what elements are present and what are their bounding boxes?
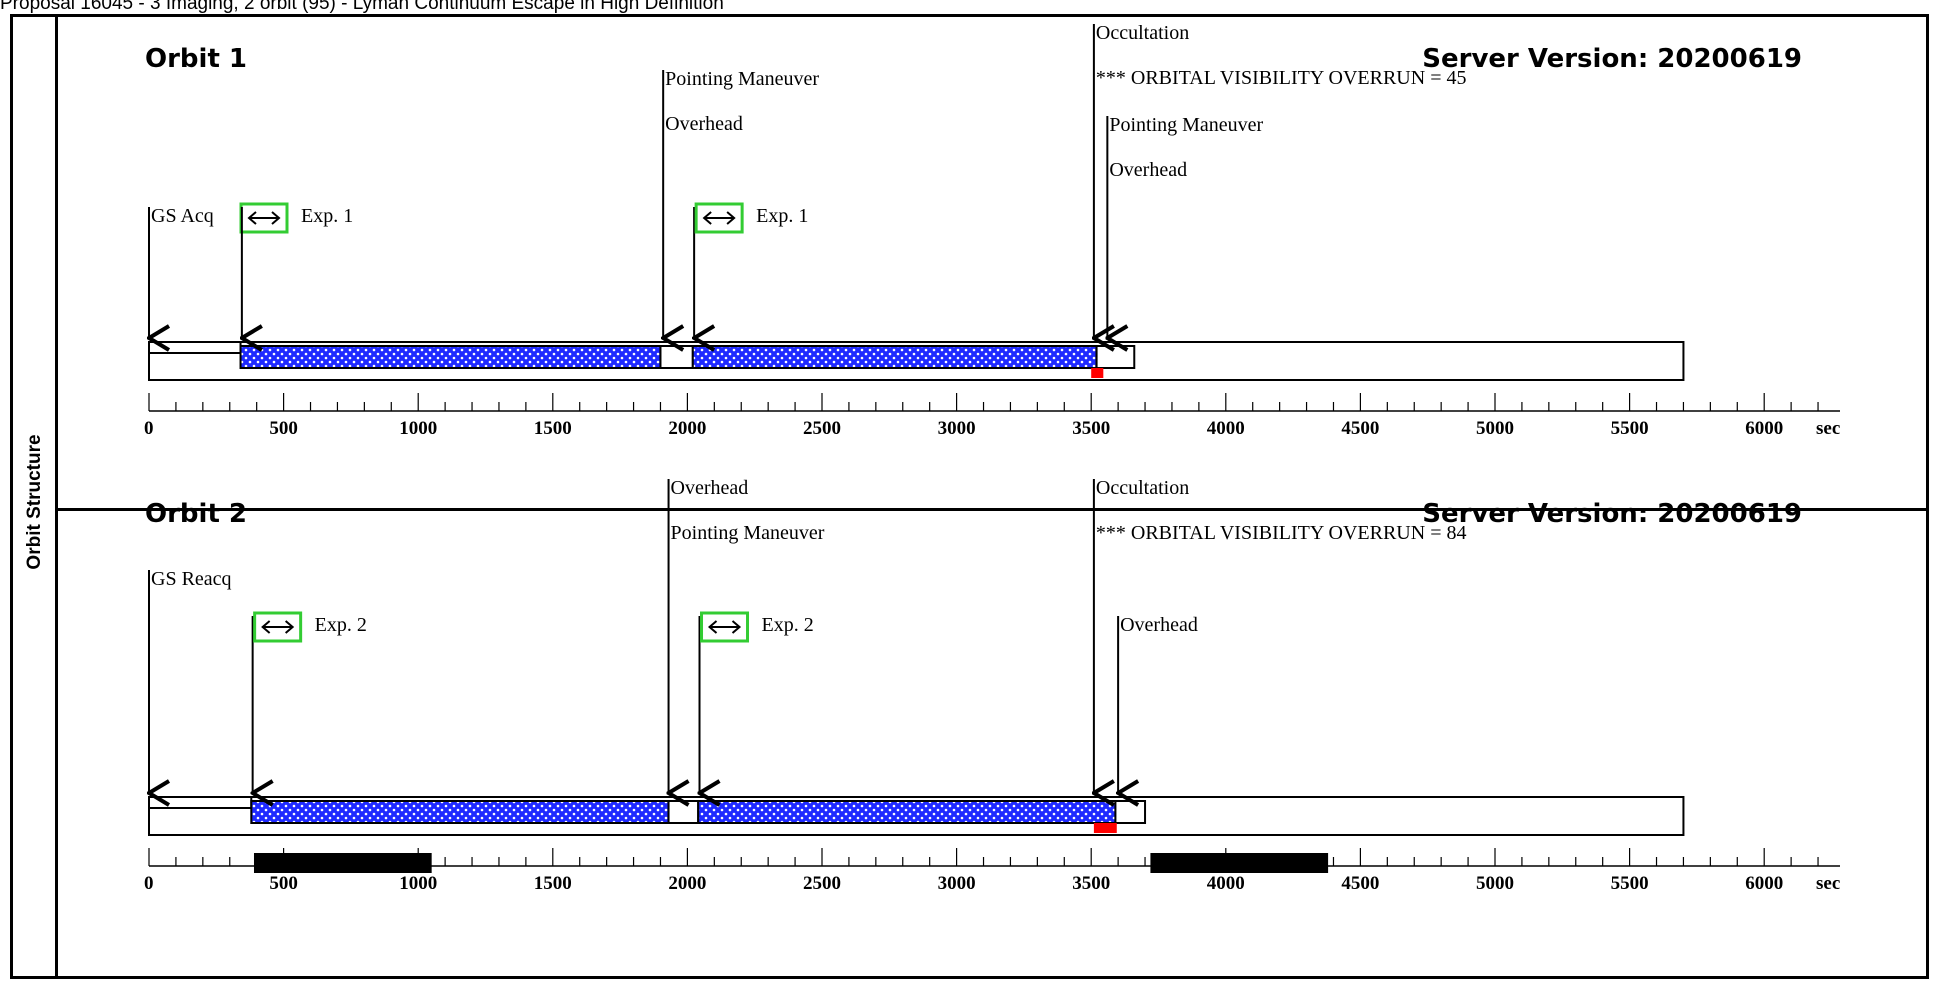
orbit-divider [58, 508, 1926, 511]
orbit-1-exposure-icon [239, 202, 289, 234]
orbit-structure-panel: Orbit Structure [10, 14, 1929, 979]
orbit-2-axis-unit: sec [1816, 873, 1840, 894]
orbit-2-black-bar [1150, 853, 1329, 873]
orbit-2-tick-label: 1000 [399, 873, 437, 894]
orbit-1-overrun-marker [1091, 368, 1104, 378]
orbit-1-axis-unit: sec [1816, 418, 1840, 439]
orbit-2-overrun-marker [1093, 823, 1117, 833]
orbit-2-tick-label: 2000 [668, 873, 706, 894]
orbit-1-tick-label: 3000 [938, 418, 976, 439]
orbit-1-tick-label: 1500 [534, 418, 572, 439]
orbit-2-segment-exposure [697, 800, 1117, 824]
orbit-1-exposure-icon-left-head [702, 211, 712, 225]
orbit-1-segment-exposure [239, 345, 662, 369]
orbit-1-event-label: GS Acq [151, 205, 214, 227]
orbit-1-tick-label: 6000 [1745, 418, 1783, 439]
orbit-2-tick-label: 4000 [1207, 873, 1245, 894]
orbit-1-exposure-label: Exp. 1 [756, 205, 808, 227]
orbit-1-tick-label: 4000 [1207, 418, 1245, 439]
orbit-2-event-label: Overhead [671, 477, 749, 499]
orbit-2-exposure-icon-left-head [261, 620, 271, 634]
orbit-1-tick-label: 1000 [399, 418, 437, 439]
orbit-1-tick-label: 5500 [1611, 418, 1649, 439]
orbit-2-segment-exposure [250, 800, 670, 824]
orbit-1-event-label: Overhead [665, 113, 743, 135]
orbit-1-event-label: *** ORBITAL VISIBILITY OVERRUN = 45 [1096, 67, 1467, 89]
orbit-2-event-label: Overhead [1120, 614, 1198, 636]
orbit-1-event-label: Pointing Maneuver [665, 68, 819, 90]
orbit-1-exposure-label: Exp. 1 [301, 205, 353, 227]
orbit-2-tick-label: 1500 [534, 873, 572, 894]
orbit-2-tick-label: 3500 [1072, 873, 1110, 894]
orbit-2-event-label: GS Reacq [151, 568, 232, 590]
orbit-1-event-label: Overhead [1109, 159, 1187, 181]
orbit-2-exposure-icon-left-head [707, 620, 718, 634]
orbit-2-exposure-icon [253, 611, 303, 643]
orbit-2-server-version: Server Version: 20200619 [1422, 499, 1802, 529]
orbit-1-title: Orbit 1 [145, 44, 247, 74]
orbit-1-exposure-icon-right-head [726, 211, 736, 225]
orbit-1-exposure-icon-right-head [271, 211, 281, 225]
orbit-1-tick-label: 3500 [1072, 418, 1110, 439]
orbit-2-title: Orbit 2 [145, 499, 247, 529]
orbit-2-tick-label: 4500 [1341, 873, 1379, 894]
orbit-1-tick-label: 2500 [803, 418, 841, 439]
orbit-2-tick-label: 3000 [938, 873, 976, 894]
orbit-2-tick-label: 6000 [1745, 873, 1783, 894]
orbit-2-segment-overhead [1114, 800, 1147, 824]
orbit-2-exposure-icon-right-head [731, 620, 742, 634]
orbit-2-exposure-icon-right-head [284, 620, 295, 634]
orbit-2-black-bar [253, 853, 432, 873]
orbit-2-tick-label: 5000 [1476, 873, 1514, 894]
orbit-1-exposure-icon-left-head [247, 211, 257, 225]
orbit-2-tick-label: 5500 [1611, 873, 1649, 894]
orbit-2-tick-label: 500 [269, 873, 298, 894]
orbit-1-segment-overhead [1095, 345, 1136, 369]
orbit-1-event-label: Occultation [1096, 22, 1189, 44]
orbit-2-tick-label: 0 [144, 873, 154, 894]
orbit-2-segment-overhead [667, 800, 700, 824]
orbit-1-tick-label: 500 [269, 418, 298, 439]
orbit-2-exposure-label: Exp. 2 [315, 614, 367, 636]
orbit-2-event-label: Occultation [1096, 477, 1189, 499]
orbit-1-segment-exposure [691, 345, 1098, 369]
orbit-1-event-label: Pointing Maneuver [1109, 114, 1263, 136]
orbit-1-segment-overhead [659, 345, 694, 369]
orbit-1-exposure-icon [694, 202, 744, 234]
orbit-1-tick-label: 5000 [1476, 418, 1514, 439]
orbit-2-exposure-label: Exp. 2 [762, 614, 814, 636]
orbit-1-server-version: Server Version: 20200619 [1422, 44, 1802, 74]
orbit-1-segment-overhead [148, 341, 242, 354]
side-label-column: Orbit Structure [13, 17, 58, 976]
orbit-2-exposure-icon [700, 611, 750, 643]
orbit-2-event-label: *** ORBITAL VISIBILITY OVERRUN = 84 [1096, 522, 1467, 544]
orbit-2-event-label: Pointing Maneuver [671, 522, 825, 544]
orbit-1-tick-label: 2000 [668, 418, 706, 439]
orbit-1-tick-label: 0 [144, 418, 154, 439]
orbit-2-tick-label: 2500 [803, 873, 841, 894]
orbit-1-tick-label: 4500 [1341, 418, 1379, 439]
orbit-2-segment-overhead [148, 796, 253, 809]
page-title: Proposal 16045 - 3 Imaging, 2 orbit (95)… [0, 0, 724, 14]
